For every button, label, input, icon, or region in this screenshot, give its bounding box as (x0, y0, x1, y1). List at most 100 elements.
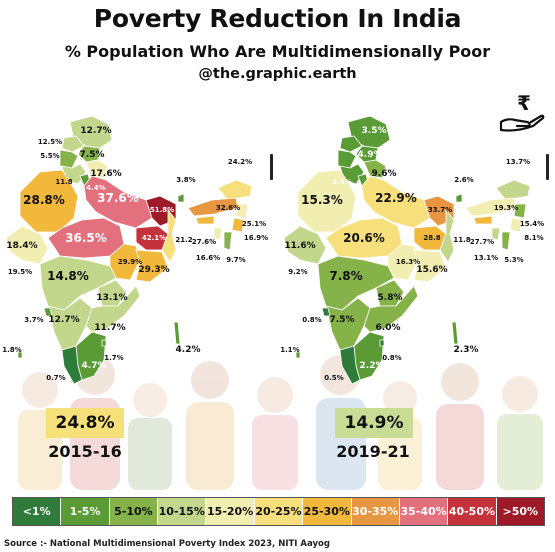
label-jh: 28.8 (423, 234, 440, 242)
legend-item: 10-15% (158, 498, 207, 525)
label-ml: 27.7% (470, 238, 494, 246)
label-py: 0.8% (382, 354, 401, 362)
region-ap (363, 285, 419, 333)
label-dl: 4.4% (86, 184, 105, 192)
region-wb (161, 209, 177, 263)
label-as: 19.3% (494, 204, 518, 212)
india-map-2019-21: 3.5% 4.8% 4.9% 4.7% 9.6% 3.4% 15.3% 22.9% 33.7% 1… (280, 115, 544, 385)
label-pb: 5.5% (40, 152, 59, 160)
label-tg: 13.1% (96, 293, 127, 303)
overall-2015-16: 24.8% (46, 408, 124, 438)
region-ld (17, 351, 23, 359)
region-uk (363, 159, 387, 179)
legend-item: 40-50% (448, 498, 497, 525)
label-mn: 15.4% (520, 220, 544, 228)
india-map-2015-16: 12.7% 12.5% 7.5% 5.5% 17.6% 11.8 4.4% 28.8% 37.6… (2, 115, 268, 385)
svg-text:₹: ₹ (517, 92, 531, 115)
label-as: 32.6% (216, 204, 240, 212)
region-gj (5, 225, 49, 265)
label-sk: 2.6% (454, 176, 473, 184)
label-ct: 16.3% (396, 258, 420, 266)
label-kl: 0.7% (46, 374, 65, 382)
overall-2019-21: 14.9% (335, 408, 413, 438)
label-mh: 7.8% (329, 269, 362, 283)
region-sk (177, 193, 185, 203)
region-py (101, 339, 107, 347)
region-uk (85, 159, 109, 179)
region-tg (375, 279, 405, 307)
region-an (173, 321, 181, 345)
page-title: Poverty Reduction In India (93, 4, 462, 33)
legend-item: 1-5% (61, 498, 110, 525)
label-up: 22.9% (375, 191, 417, 205)
region-mz (501, 231, 511, 251)
region-kl (339, 345, 361, 385)
legend-item: >50% (496, 498, 544, 525)
label-ld: 1.8% (2, 346, 21, 354)
label-rj: 28.8% (23, 193, 65, 207)
label-jk: 12.7% (80, 126, 111, 136)
label-gj: 18.4% (6, 241, 37, 251)
label-hp: 12.5% (38, 138, 62, 146)
region-an (451, 321, 459, 345)
label-py: 1.7% (104, 354, 123, 362)
label-hp2: 7.5% (80, 150, 105, 160)
label-ar: 24.2% (228, 158, 252, 166)
label-goa: 3.7% (24, 316, 43, 324)
label-hr: 3.4% (332, 178, 351, 186)
region-ld (295, 351, 301, 359)
year-2015-16: 2015-16 (48, 442, 122, 461)
label-up: 37.6% (97, 191, 139, 205)
region-mp (47, 217, 125, 259)
region-tn (75, 331, 107, 381)
label-ct: 29.9% (118, 258, 142, 266)
region-wb (439, 209, 455, 263)
region-tr (491, 227, 501, 241)
region-py (379, 339, 385, 347)
legend-item: 30-35% (351, 498, 400, 525)
region-od (413, 249, 447, 283)
label-uk: 9.6% (372, 169, 397, 179)
region-goa (43, 307, 53, 317)
label-ar: 13.7% (506, 158, 530, 166)
region-sk (455, 193, 463, 203)
region-mp (325, 217, 403, 259)
region-ml (195, 215, 215, 225)
label-ml: 27.6% (192, 238, 216, 246)
region-gj (283, 225, 327, 265)
rupee-hand-icon: ₹ (499, 92, 545, 132)
legend-item: 25-30% (303, 498, 352, 525)
legend-item: 15-20% (206, 498, 255, 525)
background-crowd-illustration (18, 355, 543, 490)
label-goa: 0.8% (302, 316, 321, 324)
label-wb: 11.8 (453, 236, 470, 244)
label-sk: 3.8% (176, 176, 195, 184)
label-tn: 2.2% (360, 361, 385, 371)
region-tg (97, 279, 127, 307)
scroll-marker-left (270, 154, 273, 180)
region-hp (61, 135, 85, 153)
label-mh: 14.8% (47, 269, 89, 283)
label-mp: 36.5% (65, 231, 107, 245)
label-mz: 5.3% (504, 256, 523, 264)
label-kl: 0.5% (324, 374, 343, 382)
label-ap: 6.0% (376, 323, 401, 333)
label-rj: 15.3% (301, 193, 343, 207)
label-hp: 4.8% (318, 138, 337, 146)
label-gj: 11.6% (284, 241, 315, 251)
region-ml (473, 215, 493, 225)
legend-item: 20-25% (254, 498, 304, 525)
label-hr: 11.8 (55, 178, 72, 186)
label-ap: 11.7% (94, 323, 125, 333)
author-handle: @the.graphic.earth (198, 66, 357, 82)
scroll-marker-right (546, 154, 549, 180)
label-tr: 13.1% (474, 254, 498, 262)
label-nl: 16.9% (244, 234, 268, 242)
label-mn: 25.1% (242, 220, 266, 228)
label-mz: 9.7% (226, 256, 245, 264)
label-br: 33.7% (428, 206, 452, 214)
label-pb: 4.7% (318, 152, 337, 160)
region-od (135, 249, 169, 283)
label-tg: 5.8% (378, 293, 403, 303)
source-note: Source :- National Multidimensional Pove… (4, 539, 330, 549)
